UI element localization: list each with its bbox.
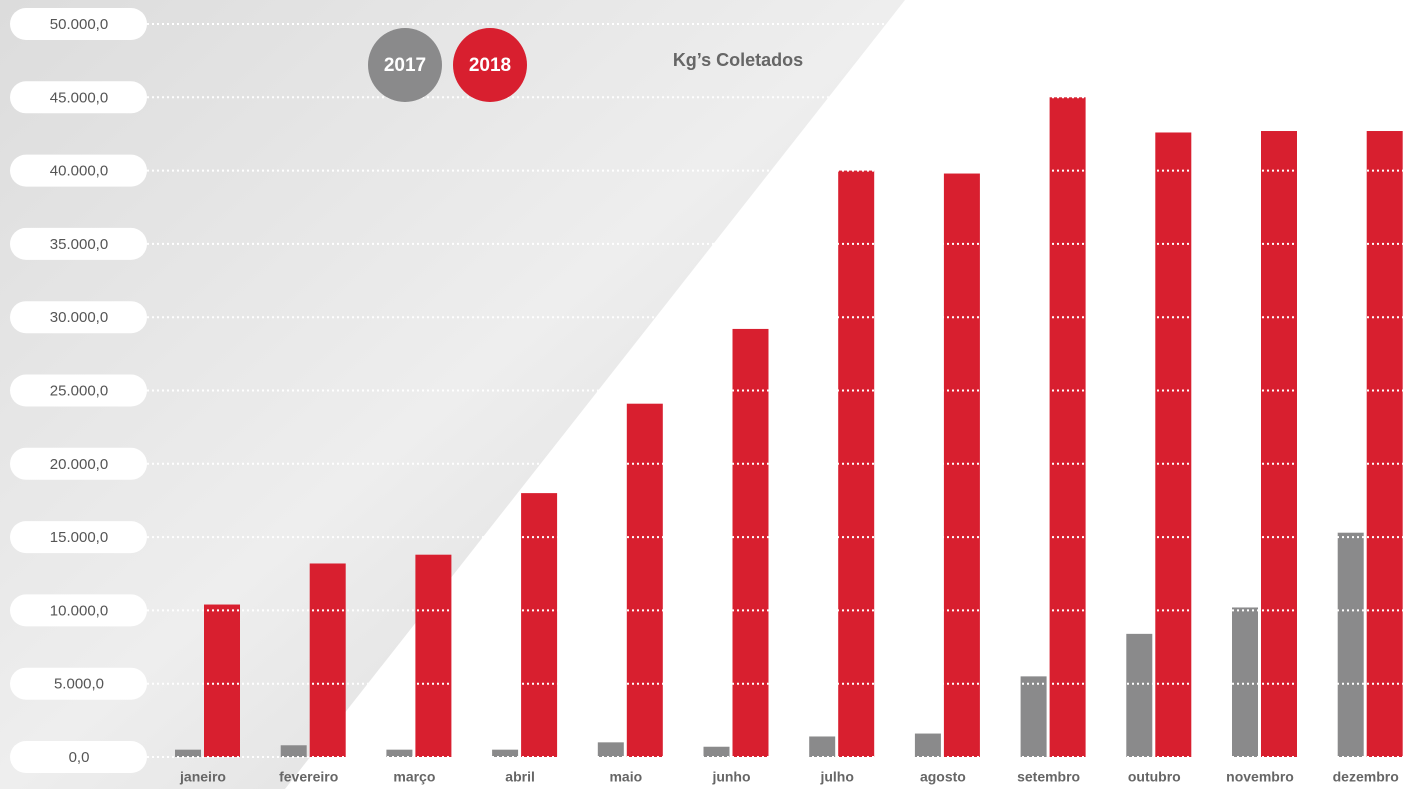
bar [386,749,413,757]
bar [175,749,201,757]
x-tick-label: setembro [1017,769,1080,785]
y-tick-pill [10,301,147,334]
legend-swatch [453,28,527,102]
x-tick-label: janeiro [179,769,226,785]
chart-title: Kg’s Coletados [673,50,803,70]
bar [1232,607,1258,757]
x-tick-label: dezembro [1333,769,1399,785]
x-tick-label: agosto [920,769,966,785]
bar [492,749,519,757]
x-tick-label: fevereiro [279,769,338,785]
x-tick-label: março [393,769,435,785]
y-tick-pill [10,154,147,187]
bar [597,742,624,757]
bar [809,736,836,757]
y-tick-pill [10,8,147,40]
x-tick-label: abril [505,769,535,785]
x-tick-label: maio [609,769,642,785]
bar [1366,131,1403,757]
y-tick-label: 0,0 [69,749,90,766]
bar [1261,131,1297,757]
legend-swatch [368,28,442,102]
legend-label: 2018 [469,55,511,76]
bar [280,745,307,757]
y-tick-pill [10,447,147,480]
y-tick-label: 45.000,0 [50,89,108,106]
y-tick-label: 20.000,0 [50,456,108,473]
bar [703,746,730,757]
bar [914,733,941,757]
bar [1337,532,1364,757]
y-tick-label: 40.000,0 [50,163,108,180]
background-shape [0,0,905,789]
bar [415,554,452,757]
y-tick-pill [10,81,147,114]
y-tick-label: 15.000,0 [50,529,108,546]
bar [1155,132,1192,757]
y-tick-pill [10,741,147,773]
bar [1126,633,1153,757]
bar [521,493,558,757]
x-tick-label: novembro [1226,769,1294,785]
y-tick-pill [10,227,147,260]
bar [626,403,663,757]
x-tick-label: junho [711,769,750,785]
bar [732,328,769,757]
y-tick-label: 5.000,0 [54,676,104,693]
y-tick-label: 35.000,0 [50,236,108,253]
bar [943,173,980,758]
bar [1020,676,1047,757]
y-tick-label: 50.000,0 [50,16,108,33]
y-tick-label: 25.000,0 [50,382,108,399]
y-tick-pill [10,521,147,554]
legend-label: 2017 [384,55,426,76]
y-tick-pill [10,667,147,700]
bar [309,563,346,757]
y-tick-label: 10.000,0 [50,602,108,619]
y-tick-pill [10,594,147,627]
bar [1049,97,1086,758]
y-tick-pill [10,374,147,407]
y-tick-label: 30.000,0 [50,309,108,326]
x-tick-label: julho [819,769,853,785]
x-tick-label: outubro [1128,769,1181,785]
bar [204,604,240,757]
